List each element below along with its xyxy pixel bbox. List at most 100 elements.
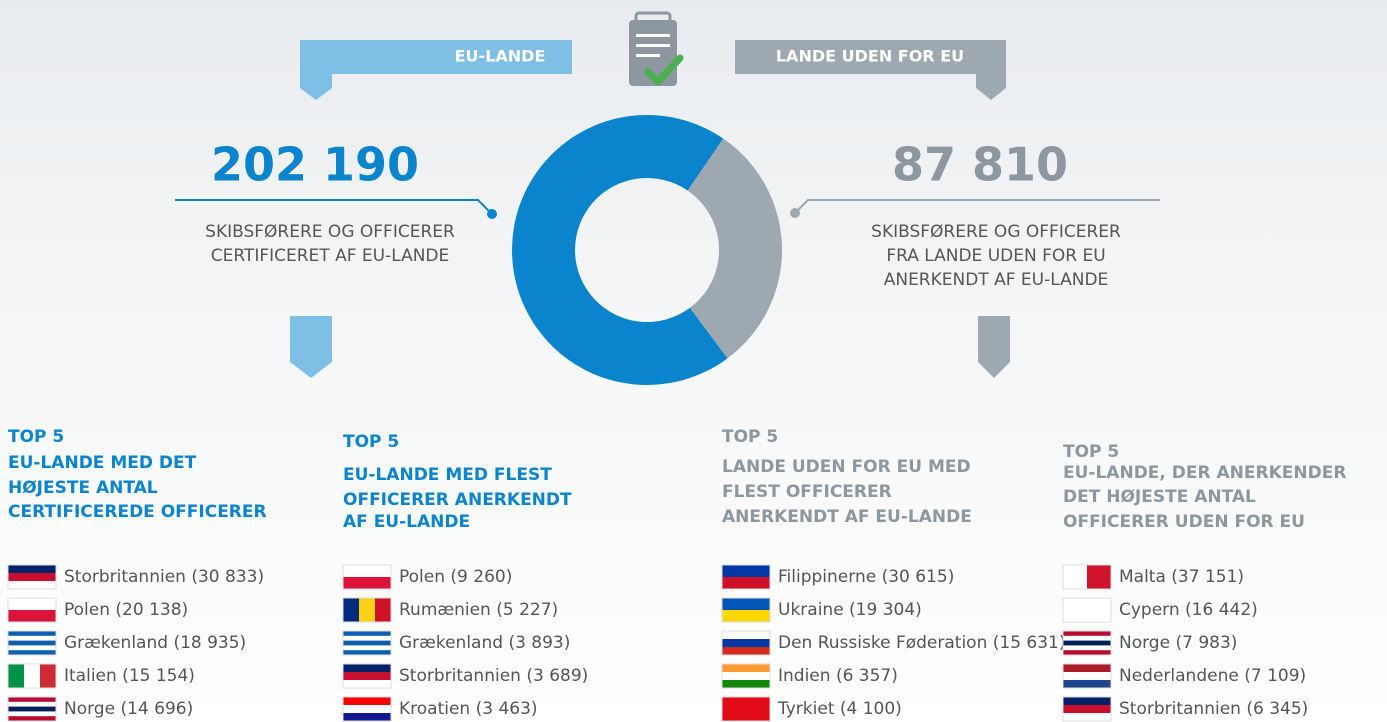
flag <box>8 701 56 708</box>
clipboard-icon <box>629 11 684 86</box>
flag <box>722 577 770 590</box>
flag <box>343 565 391 578</box>
flag <box>722 647 770 656</box>
flag <box>8 598 56 611</box>
flag <box>722 598 770 611</box>
donut-slice <box>687 138 782 359</box>
caption: SKIBSFØRERE OG OFFICERER <box>205 222 455 242</box>
flag <box>1063 664 1111 673</box>
caption: FRA LANDE UDEN FOR EU <box>886 246 1105 266</box>
flag <box>8 573 56 582</box>
flag <box>8 650 56 656</box>
list-item: Filippinerne (30 615) <box>778 567 954 587</box>
flag <box>722 680 770 689</box>
list-item: Storbritannien (30 833) <box>64 567 264 587</box>
list-item: Ukraine (19 304) <box>778 600 922 620</box>
flag <box>722 639 770 648</box>
flag <box>343 680 391 689</box>
flag-border <box>1062 696 1112 722</box>
list-item: Malta (37 151) <box>1119 567 1244 587</box>
connector-dot <box>487 209 497 219</box>
flag <box>343 697 391 706</box>
list-heading: LANDE UDEN FOR EU MED <box>722 457 971 477</box>
eu-label: EU-LANDE <box>455 47 546 66</box>
flag <box>1063 705 1111 714</box>
list-item: Storbritannien (6 345) <box>1119 699 1308 719</box>
flag <box>722 631 770 640</box>
list-heading: ANERKENDT AF EU-LANDE <box>722 507 972 527</box>
flag <box>343 640 391 646</box>
list-heading: DET HØJESTE ANTAL <box>1063 487 1256 507</box>
list-item: Kroatien (3 463) <box>399 699 538 719</box>
list-title: TOP 5 <box>8 427 64 447</box>
flag <box>1063 650 1111 656</box>
list-item: Tyrkiet (4 100) <box>777 699 902 719</box>
flag <box>343 664 391 673</box>
flag <box>8 610 56 623</box>
flag <box>343 635 391 642</box>
flag <box>8 631 56 637</box>
flag <box>1063 645 1111 651</box>
flag-border <box>7 663 57 689</box>
flag <box>343 577 391 590</box>
flag <box>1063 565 1088 589</box>
flag <box>8 697 56 703</box>
list-heading: AF EU-LANDE <box>343 512 470 532</box>
list-title: TOP 5 <box>722 427 778 447</box>
list-item: Norge (14 696) <box>64 699 193 719</box>
connector <box>794 199 1160 214</box>
flag <box>359 598 376 622</box>
flag <box>8 635 56 642</box>
flag <box>722 672 770 681</box>
flag-border <box>721 630 771 656</box>
flag <box>8 716 56 722</box>
flag <box>343 631 391 637</box>
eu-total: 202 190 <box>211 138 419 192</box>
list-heading: FLEST OFFICERER <box>722 482 892 502</box>
caption: ANERKENDT AF EU-LANDE <box>884 270 1109 290</box>
flag <box>722 610 770 623</box>
flag <box>722 664 770 673</box>
flag <box>1063 713 1111 722</box>
non-eu-arrow <box>978 316 1010 378</box>
list-item: Polen (20 138) <box>64 600 188 620</box>
list-title: TOP 5 <box>343 432 399 452</box>
caption: SKIBSFØRERE OG OFFICERER <box>871 222 1121 242</box>
flag <box>343 713 391 722</box>
non-eu-label: LANDE UDEN FOR EU <box>776 47 964 66</box>
flag <box>375 598 392 622</box>
flag-border <box>342 630 392 656</box>
list-heading: EU-LANDE MED FLEST <box>343 465 552 485</box>
flag <box>8 664 25 688</box>
list-item: Norge (7 983) <box>1119 633 1237 653</box>
list-heading: CERTIFICEREDE OFFICERER <box>8 502 267 522</box>
caption: CERTIFICERET AF EU-LANDE <box>211 246 450 266</box>
list-heading: OFFICERER ANERKENDT <box>343 490 572 510</box>
list-item: Cypern (16 442) <box>1119 600 1258 620</box>
non-eu-total: 87 810 <box>892 138 1068 192</box>
flag-border <box>721 696 771 722</box>
flag <box>1087 565 1112 589</box>
flag-border <box>342 696 392 722</box>
list-item: Rumænien (5 227) <box>399 600 558 620</box>
flag <box>1063 631 1111 637</box>
flag <box>40 664 57 688</box>
flag <box>8 640 56 646</box>
flag <box>722 697 770 722</box>
list-item: Nederlandene (7 109) <box>1119 666 1306 686</box>
flag <box>343 645 391 651</box>
flag-border <box>342 564 392 590</box>
flag <box>1063 598 1111 623</box>
flag <box>343 650 391 656</box>
flag <box>343 598 360 622</box>
flag <box>1063 635 1111 642</box>
flag-border <box>1062 564 1112 590</box>
flag <box>8 706 56 712</box>
flag <box>24 664 41 688</box>
flag <box>8 711 56 717</box>
flag-border <box>1062 630 1112 656</box>
flag <box>722 565 770 578</box>
list-item: Italien (15 154) <box>64 666 195 686</box>
list-item: Indien (6 357) <box>778 666 898 686</box>
